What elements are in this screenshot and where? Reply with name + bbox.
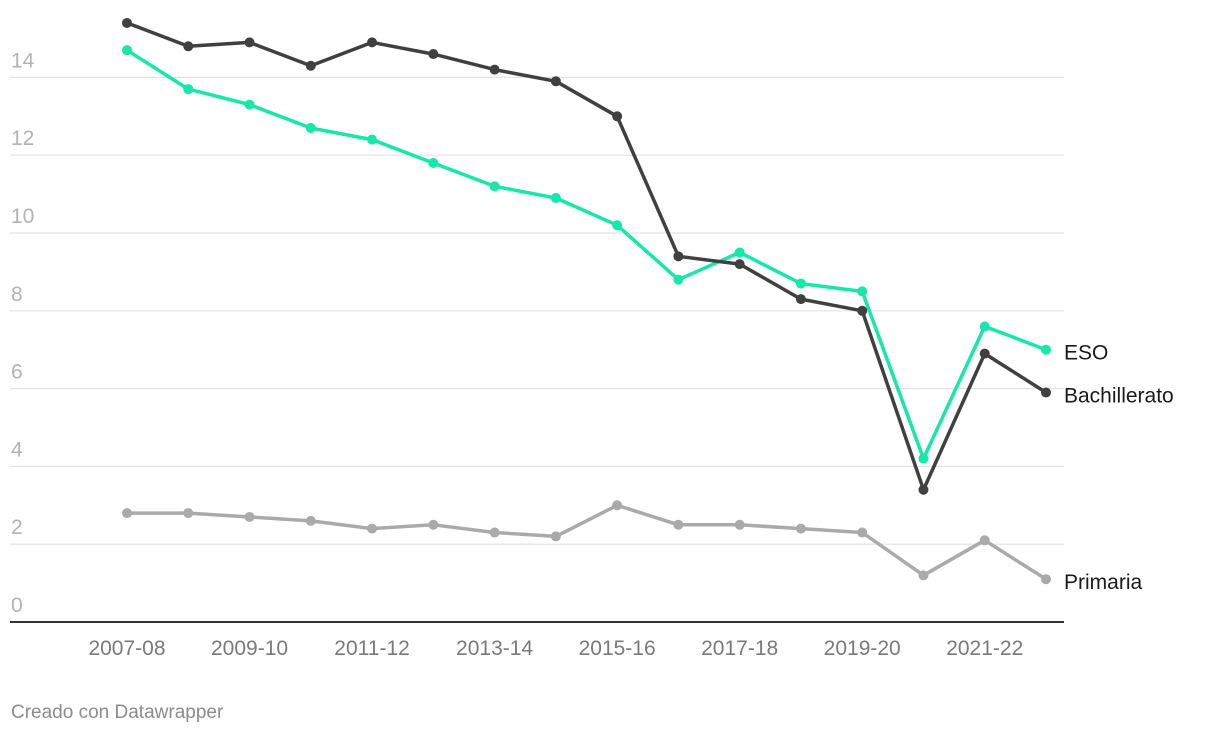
gridlines <box>10 76 1064 623</box>
data-point <box>673 274 684 285</box>
series-eso <box>122 45 1051 464</box>
data-point <box>734 259 745 270</box>
series-bachillerato <box>122 17 1051 495</box>
x-tick-label: 2009-10 <box>211 637 288 660</box>
data-point <box>244 37 255 48</box>
data-point <box>857 305 868 316</box>
series-line <box>125 503 1048 581</box>
data-point <box>857 527 868 538</box>
x-tick-label: 2017-18 <box>701 637 778 660</box>
data-point <box>1041 574 1051 585</box>
data-point <box>428 157 439 168</box>
x-axis-ticks: 2007-08 2009-10 2011-12 2013-14 2015-16 2017-… <box>88 637 1023 660</box>
data-point <box>918 453 929 464</box>
data-point <box>612 220 623 231</box>
data-point <box>489 181 500 192</box>
data-point <box>918 484 929 495</box>
y-tick-label: 2 <box>11 516 23 539</box>
series-lines <box>122 17 1051 585</box>
data-point <box>550 531 561 542</box>
data-point <box>367 134 378 145</box>
y-axis-ticks: 0 2 4 6 8 10 12 14 <box>11 49 35 617</box>
data-point <box>734 247 745 258</box>
data-point <box>979 321 990 332</box>
series-labels: Bachillerato ESO Primaria <box>1064 342 1174 595</box>
data-point <box>734 519 745 530</box>
y-tick-label: 12 <box>11 127 34 150</box>
data-point <box>1041 344 1051 355</box>
data-point <box>489 64 500 75</box>
series-primaria <box>122 500 1051 585</box>
data-point <box>428 49 439 60</box>
y-tick-label: 6 <box>11 361 23 384</box>
data-point <box>428 519 439 530</box>
data-point <box>367 523 378 534</box>
y-tick-label: 10 <box>11 205 34 228</box>
series-end-label: Bachillerato <box>1064 384 1174 407</box>
data-point <box>122 45 132 56</box>
series-end-label: ESO <box>1064 342 1108 365</box>
data-point <box>183 41 194 52</box>
data-point <box>305 60 316 71</box>
data-point <box>122 17 132 28</box>
series-line <box>125 48 1048 461</box>
x-tick-label: 2015-16 <box>579 637 656 660</box>
x-tick-label: 2019-20 <box>824 637 901 660</box>
data-point <box>489 527 500 538</box>
data-point <box>244 511 255 522</box>
data-point <box>918 570 929 581</box>
data-point <box>122 508 132 519</box>
data-point <box>183 508 194 519</box>
y-tick-label: 4 <box>11 438 23 461</box>
data-point <box>550 76 561 87</box>
data-point <box>183 84 194 95</box>
x-tick-label: 2013-14 <box>456 637 533 660</box>
data-point <box>305 122 316 133</box>
data-point <box>673 519 684 530</box>
y-tick-label: 0 <box>11 594 23 617</box>
datawrapper-credit: Creado con Datawrapper <box>11 702 224 723</box>
data-point <box>979 348 990 359</box>
data-point <box>795 523 806 534</box>
x-tick-label: 2011-12 <box>334 637 410 660</box>
data-point <box>979 535 990 546</box>
line-chart: 0 2 4 6 8 10 12 14 2007-08 2009-10 2011-12 2013-14… <box>10 17 1174 660</box>
data-point <box>367 37 378 48</box>
data-point <box>673 251 684 262</box>
y-tick-label: 8 <box>11 283 23 306</box>
data-point <box>612 111 623 122</box>
y-tick-label: 14 <box>11 49 35 72</box>
data-point <box>857 286 868 297</box>
x-tick-label: 2007-08 <box>88 637 165 660</box>
data-point <box>612 500 623 511</box>
data-point <box>795 294 806 305</box>
data-point <box>1041 387 1051 398</box>
data-point <box>550 192 561 203</box>
x-tick-label: 2021-22 <box>946 637 1023 660</box>
series-end-label: Primaria <box>1064 571 1142 594</box>
series-line <box>125 21 1048 492</box>
data-point <box>305 515 316 526</box>
data-point <box>795 278 806 289</box>
data-point <box>244 99 255 110</box>
